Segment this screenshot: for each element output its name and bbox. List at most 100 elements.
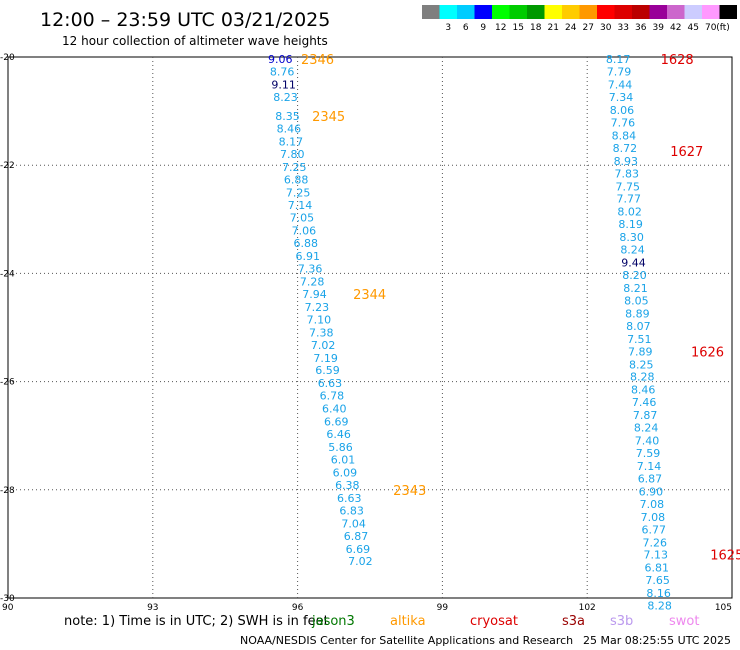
swh-data-label: 7.08: [641, 511, 666, 524]
plot-area: 90 93 96 99 102 105-20-22-24-26-28-30 9.068.7…: [0, 53, 740, 613]
colorbar-label: 70: [705, 23, 717, 33]
colorbar-swatch: [527, 5, 545, 19]
y-tick-label: -22: [0, 161, 15, 171]
swh-data-label: 6.63: [337, 492, 362, 505]
x-tick-label: 99: [437, 603, 449, 613]
swh-data-label: 7.44: [608, 79, 633, 92]
swh-data-label: 7.02: [311, 339, 336, 352]
y-tick-label: -30: [0, 594, 15, 604]
colorbar-swatch: [719, 5, 737, 19]
swh-data-label: 5.86: [328, 441, 353, 454]
satellite-jason3: jason3: [311, 614, 355, 629]
y-tick-label: -28: [0, 486, 15, 496]
colorbar-label: 3: [445, 23, 451, 33]
colorbar-label: 27: [583, 23, 594, 33]
swh-data-label: 6.78: [320, 390, 345, 403]
x-tick-label: 90: [2, 603, 14, 613]
swh-data-label: 7.26: [643, 536, 668, 549]
colorbar-label: 36: [635, 23, 647, 33]
colorbar-swatch: [684, 5, 702, 19]
swh-data-label: 7.46: [632, 396, 657, 409]
swh-data-label: 8.24: [620, 244, 645, 257]
swh-data-label: 7.28: [300, 276, 325, 289]
colorbar-label: 9: [480, 23, 486, 33]
swh-data-label: 8.46: [631, 384, 656, 397]
colorbar-label: 45: [688, 23, 699, 33]
colorbar-swatch: [457, 5, 475, 19]
satellite-cryosat: cryosat: [470, 614, 518, 629]
swh-data-label: 7.34: [609, 91, 634, 104]
swh-data-label: 6.63: [318, 377, 343, 390]
swh-data-label: 9.44: [621, 257, 646, 270]
swh-data-label: 7.40: [635, 435, 660, 448]
swh-data-label: 7.36: [298, 263, 323, 276]
swh-data-label: 8.21: [623, 282, 648, 295]
pass-time-label: 1625: [710, 549, 740, 564]
swh-data-label: 7.75: [615, 180, 640, 193]
swh-data-label: 6.69: [324, 416, 349, 429]
swh-data-label: 6.81: [644, 562, 669, 575]
swh-data-label: 6.88: [284, 173, 309, 186]
colorbar-swatch: [474, 5, 492, 19]
swh-data-label: 8.19: [618, 218, 643, 231]
pass-time-annotations: 2346 2345 2344 2343 1628 1627 1626 1625: [301, 53, 740, 564]
page-title: 12:00 – 23:59 UTC 03/21/2025: [40, 9, 330, 31]
swh-data-label: 7.25: [286, 186, 311, 199]
swh-data-label: 6.90: [639, 485, 664, 498]
colorbar-swatch: [702, 5, 720, 19]
pass-time-label: 1626: [691, 345, 724, 360]
swh-data-label: 8.35: [275, 110, 300, 123]
colorbar-label: 24: [565, 23, 577, 33]
colorbar-swatch: [649, 5, 667, 19]
swh-data-label: 8.89: [625, 307, 650, 320]
swh-data-label: 9.11: [271, 79, 296, 92]
swh-data-label: 8.25: [629, 358, 654, 371]
pass-time-label: 2345: [312, 110, 345, 125]
swh-data-label: 7.08: [640, 498, 665, 511]
colorbar-swatch: [544, 5, 562, 19]
swh-data-label: 7.13: [643, 549, 668, 562]
satellite-s3a: s3a: [562, 614, 585, 629]
swh-data-label: 7.77: [616, 193, 641, 206]
colorbar-label: 42: [670, 23, 681, 33]
y-tick-label: -20: [0, 53, 15, 63]
swh-data-label: 7.04: [341, 517, 366, 530]
swh-data-label: 8.24: [634, 422, 659, 435]
swh-data-label: 8.05: [624, 294, 649, 307]
colorbar-swatch: [597, 5, 615, 19]
swh-data-label: 9.06: [268, 53, 293, 66]
swh-data-label: 6.87: [638, 472, 663, 485]
pass-time-label: 2343: [393, 484, 426, 499]
x-tick-label: 105: [715, 603, 732, 613]
swh-data-label: 7.89: [628, 345, 653, 358]
pass-time-label: 2344: [353, 288, 386, 303]
swh-data-label: 6.09: [333, 466, 358, 479]
swh-data-label: 8.76: [270, 66, 295, 79]
swh-data-label: 8.20: [622, 269, 647, 282]
swh-data-label: 7.59: [636, 447, 661, 460]
note-text: note: 1) Time is in UTC; 2) SWH is in fe…: [64, 614, 329, 629]
swh-data-label: 8.93: [614, 155, 639, 168]
colorbar-swatch: [667, 5, 685, 19]
swh-data-label: 6.69: [346, 543, 371, 556]
satellite-swot: swot: [669, 614, 699, 629]
page-subtitle: 12 hour collection of altimeter wave hei…: [62, 34, 328, 48]
footer-credit: NOAA/NESDIS Center for Satellite Applica…: [240, 634, 573, 647]
swh-data-label: 6.87: [344, 530, 369, 543]
satellite-legend: jason3 altika cryosat s3a s3b swot: [311, 614, 699, 629]
swh-data-label: 8.23: [273, 91, 298, 104]
colorbar-swatch: [492, 5, 510, 19]
swh-data-label: 7.65: [645, 574, 670, 587]
pass-time-label: 1628: [661, 53, 694, 68]
swh-data-label: 7.80: [280, 148, 305, 161]
satellite-altika: altika: [390, 614, 426, 629]
swh-data-label: 7.19: [313, 352, 338, 365]
swh-data-label: 8.02: [617, 206, 642, 219]
colorbar-swatch: [422, 5, 440, 19]
swh-data-label: 7.23: [305, 301, 330, 314]
colorbar-swatch: [509, 5, 527, 19]
colorbar-label: 30: [600, 23, 612, 33]
swh-data-label: 6.38: [335, 479, 360, 492]
swh-data-label: 6.59: [315, 364, 340, 377]
